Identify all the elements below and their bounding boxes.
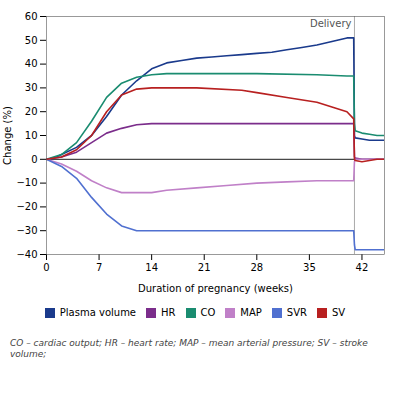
svg-text:50: 50 <box>25 35 38 46</box>
html-text:SVR: SVR <box>286 307 307 318</box>
svg-text:60: 60 <box>25 11 38 22</box>
svg-text:7: 7 <box>96 262 102 273</box>
svg-text:0: 0 <box>31 154 37 165</box>
svg-text:14: 14 <box>145 262 158 273</box>
svg-text:20: 20 <box>25 106 38 117</box>
html-text:SV: SV <box>332 307 346 318</box>
html-text:CO – cardiac output; HR – hear: CO – cardiac output; HR – heart rate; MA… <box>10 338 368 360</box>
svg-text:−40: −40 <box>16 249 37 260</box>
html-text:Plasma volume: Plasma volume <box>59 307 136 318</box>
svg-text:Change (%): Change (%) <box>2 106 13 165</box>
svg-text:21: 21 <box>198 262 211 273</box>
svg-text:35: 35 <box>303 262 316 273</box>
svg-text:0: 0 <box>43 262 49 273</box>
svg-text:10: 10 <box>25 130 38 141</box>
svg-text:−10: −10 <box>16 177 37 188</box>
svg-text:42: 42 <box>356 262 369 273</box>
svg-text:Delivery: Delivery <box>310 18 352 29</box>
svg-text:−20: −20 <box>16 201 37 212</box>
svg-text:30: 30 <box>25 82 38 93</box>
svg-text:Duration of pregnancy (weeks): Duration of pregnancy (weeks) <box>138 283 293 294</box>
html-text:CO: CO <box>200 307 216 318</box>
svg-text:−30: −30 <box>16 225 37 236</box>
html-text:MAP: MAP <box>240 307 262 318</box>
html-text:HR: HR <box>161 307 176 318</box>
svg-text:28: 28 <box>250 262 263 273</box>
svg-text:40: 40 <box>25 58 38 69</box>
